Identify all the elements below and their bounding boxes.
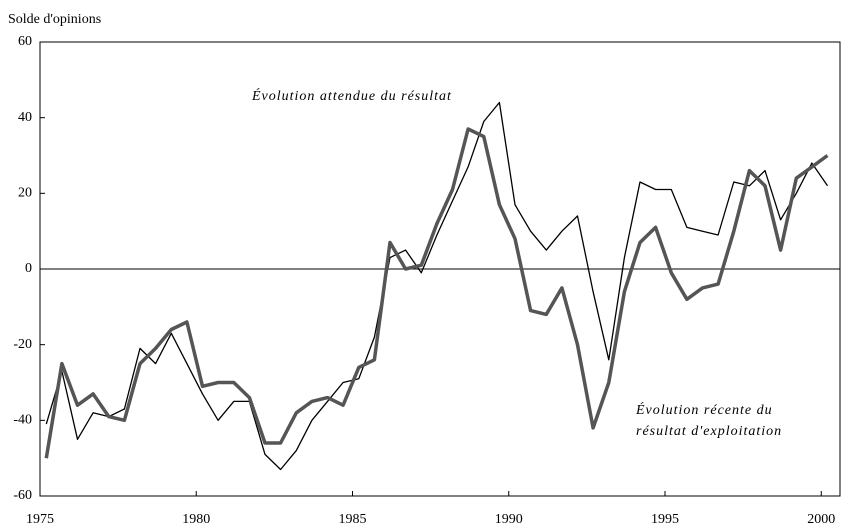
x-tick-label: 2000 <box>807 512 835 527</box>
x-tick-label: 1975 <box>26 512 54 527</box>
annotation: résultat d'exploitation <box>636 424 782 439</box>
x-tick-label: 1980 <box>182 512 210 527</box>
y-tick-label: 20 <box>18 186 32 201</box>
x-tick-label: 1990 <box>495 512 523 527</box>
y-tick-label: 60 <box>18 34 32 49</box>
x-tick-label: 1995 <box>651 512 679 527</box>
y-tick-label: -60 <box>13 488 32 503</box>
y-tick-label: -40 <box>13 413 32 428</box>
annotation: Évolution attendue du résultat <box>251 87 452 104</box>
y-tick-label: 40 <box>18 110 32 125</box>
series-line <box>44 127 829 459</box>
annotation: Évolution récente du <box>635 401 773 418</box>
x-tick-label: 1985 <box>339 512 367 527</box>
y-tick-label: 0 <box>25 261 32 276</box>
y-tick-label: -20 <box>13 337 32 352</box>
y-axis-label: Solde d'opinions <box>8 12 101 27</box>
series-line <box>45 101 829 471</box>
